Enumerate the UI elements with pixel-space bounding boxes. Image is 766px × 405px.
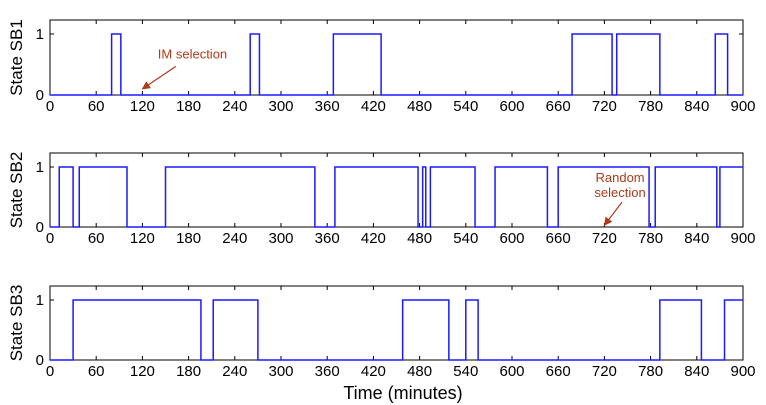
y-tick-label: 1 — [36, 159, 44, 176]
x-tick-label: 0 — [46, 230, 54, 247]
panels-group: 0 60 120 180 240 300 360 420 480 540 600 660 720 780 8… — [7, 19, 756, 380]
x-tick-label: 660 — [546, 230, 571, 247]
x-tick-label: 780 — [638, 230, 663, 247]
y-tick-label: 1 — [36, 292, 44, 309]
x-tick-label: 540 — [453, 230, 478, 247]
annotation-arrow — [603, 201, 623, 226]
x-tick-label: 0 — [46, 363, 54, 380]
x-tick-label: 780 — [638, 98, 663, 115]
plot-frame — [49, 285, 744, 361]
x-tick-label: 60 — [88, 98, 105, 115]
annotation-text: IM selection — [158, 46, 227, 61]
x-tick-label: 900 — [730, 230, 755, 247]
x-tick-label: 840 — [684, 230, 709, 247]
x-tick-label: 180 — [176, 230, 201, 247]
x-tick-label: 600 — [499, 363, 524, 380]
x-tick-label: 240 — [222, 230, 247, 247]
x-tick-label: 780 — [638, 363, 663, 380]
plot-frame — [49, 152, 744, 228]
x-tick-label: 900 — [730, 363, 755, 380]
y-tick-label: 0 — [36, 87, 44, 104]
x-tick-label: 360 — [315, 230, 340, 247]
x-tick-label: 60 — [88, 230, 105, 247]
x-tick-label: 900 — [730, 98, 755, 115]
y-tick-label: 0 — [36, 219, 44, 236]
panel-3: 0 60 120 180 240 300 360 420 480 540 600 660 720 780 8… — [7, 285, 756, 380]
x-tick-label: 480 — [407, 363, 432, 380]
x-tick-label: 360 — [315, 98, 340, 115]
x-tick-label: 180 — [176, 363, 201, 380]
x-tick-label: 120 — [130, 363, 155, 380]
x-tick-label: 300 — [268, 98, 293, 115]
x-tick-label: 540 — [453, 98, 478, 115]
panel-1: 0 60 120 180 240 300 360 420 480 540 600 660 720 780 8… — [7, 19, 756, 115]
x-tick-label: 840 — [684, 363, 709, 380]
annotation-arrow — [141, 65, 177, 90]
x-tick-label: 420 — [361, 230, 386, 247]
x-tick-label: 480 — [407, 98, 432, 115]
x-tick-label: 540 — [453, 363, 478, 380]
x-tick-label: 60 — [88, 363, 105, 380]
state-series-line — [50, 166, 743, 228]
x-tick-label: 180 — [176, 98, 201, 115]
x-tick-label: 660 — [546, 363, 571, 380]
x-tick-label: 240 — [222, 363, 247, 380]
plot-frame — [49, 19, 744, 96]
state-series-line — [50, 299, 743, 361]
x-tick-label: 480 — [407, 230, 432, 247]
x-tick-label: 600 — [499, 98, 524, 115]
x-tick-label: 240 — [222, 98, 247, 115]
x-tick-label: 720 — [592, 230, 617, 247]
annotation-text-line: selection — [594, 185, 645, 200]
annotation-text-line: Random — [596, 170, 645, 185]
x-tick-label: 120 — [130, 98, 155, 115]
y-axis-label: State SB1 — [7, 19, 26, 96]
panel-2: 0 60 120 180 240 300 360 420 480 540 600 660 720 780 8… — [7, 152, 756, 247]
x-tick-label: 720 — [592, 363, 617, 380]
x-tick-label: 360 — [315, 363, 340, 380]
x-tick-label: 840 — [684, 98, 709, 115]
y-tick-label: 1 — [36, 26, 44, 43]
y-tick-label: 0 — [36, 352, 44, 369]
x-tick-label: 300 — [268, 230, 293, 247]
x-tick-label: 720 — [592, 98, 617, 115]
y-axis-label: State SB2 — [7, 152, 26, 229]
x-tick-label: 660 — [546, 98, 571, 115]
x-tick-label: 120 — [130, 230, 155, 247]
x-tick-label: 0 — [46, 98, 54, 115]
y-axis-label: State SB3 — [7, 285, 26, 362]
state-series-line — [50, 33, 743, 96]
x-tick-label: 420 — [361, 98, 386, 115]
x-tick-label: 600 — [499, 230, 524, 247]
x-axis-label: Time (minutes) — [343, 383, 462, 403]
x-tick-label: 300 — [268, 363, 293, 380]
x-tick-label: 420 — [361, 363, 386, 380]
